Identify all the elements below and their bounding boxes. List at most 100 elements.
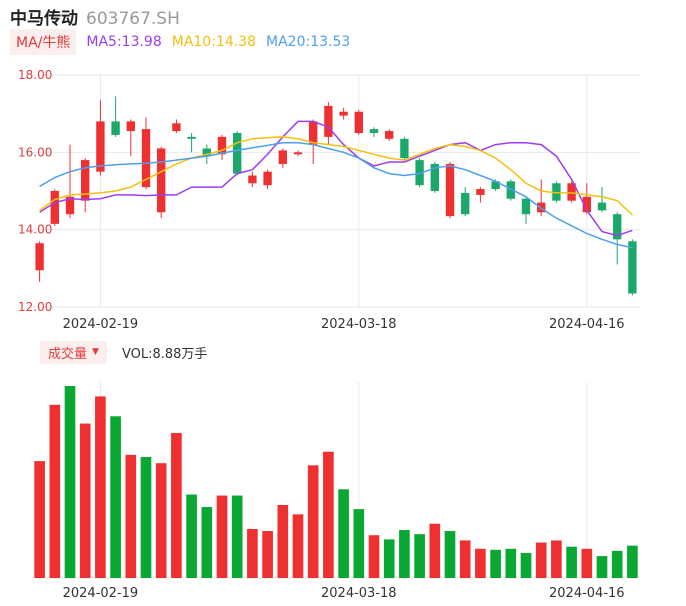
ma5-label: MA5:13.98 — [86, 34, 162, 50]
candle-body — [582, 196, 591, 213]
x-tick-label: 2024-03-18 — [321, 317, 397, 332]
volume-bar — [444, 531, 456, 578]
volume-bar — [34, 461, 45, 578]
volume-bar — [520, 552, 532, 578]
volume-bar — [186, 494, 197, 578]
volume-bar — [459, 540, 471, 578]
candle-body — [628, 241, 637, 294]
candle-body — [157, 148, 166, 213]
candle-body — [461, 192, 470, 215]
y-tick-label: 16.00 — [18, 145, 52, 159]
candle-body — [233, 133, 242, 174]
volume-bar — [231, 495, 243, 578]
volume-bar — [216, 495, 228, 578]
volume-bar — [277, 504, 289, 578]
volume-bar — [368, 535, 380, 578]
x-tick-label: 2024-02-19 — [63, 317, 139, 332]
volume-bar — [171, 432, 182, 578]
volume-bar — [383, 539, 395, 578]
y-tick-label: 14.00 — [18, 223, 52, 237]
candle-body — [65, 196, 75, 215]
volume-bar — [535, 542, 547, 578]
volume-bar — [292, 514, 304, 578]
candle-body — [81, 160, 90, 201]
volume-bar — [596, 556, 608, 578]
candle-body — [385, 131, 394, 139]
volume-bar — [490, 549, 501, 578]
x-tick-label: 2024-04-16 — [549, 317, 625, 332]
candle-body — [400, 138, 409, 159]
volume-bar — [110, 416, 121, 578]
volume-bar — [201, 507, 213, 578]
candle-body — [430, 163, 439, 191]
candle-body — [597, 202, 607, 211]
stock-code: 603767.SH — [86, 9, 180, 29]
candle-body — [445, 163, 455, 217]
candle-body — [552, 183, 561, 201]
candle-body — [476, 189, 485, 195]
candle-body — [50, 191, 59, 224]
candle-body — [309, 121, 318, 145]
candle-body — [35, 243, 44, 271]
volume-bar — [49, 404, 61, 578]
ma-line-ma10 — [39, 136, 633, 216]
volume-bar — [247, 528, 258, 578]
caret-down-icon: ▼ — [92, 347, 99, 357]
candle-body — [187, 136, 196, 139]
candle-body — [217, 136, 227, 155]
volume-bar — [505, 548, 517, 578]
volume-bar — [475, 548, 486, 578]
ma-toggle-button[interactable]: MA/牛熊 — [10, 29, 77, 55]
volume-toggle-label: 成交量 — [48, 346, 88, 362]
ma-line-ma20 — [39, 141, 633, 249]
volume-bar — [551, 540, 562, 578]
y-tick-label: 12.00 — [18, 300, 52, 314]
candle-body — [415, 160, 424, 186]
volume-bar — [414, 534, 425, 578]
volume-bar — [627, 545, 638, 578]
y-tick-label: 18.00 — [18, 68, 52, 82]
volume-bar — [307, 465, 319, 578]
volume-bar — [140, 456, 152, 578]
candle-body — [537, 202, 546, 213]
volume-bar — [353, 509, 365, 578]
ma10-label: MA10:14.38 — [171, 34, 257, 50]
candle-body — [172, 123, 181, 132]
candle-body — [369, 129, 379, 133]
candle-body — [126, 121, 135, 132]
candle-body — [141, 129, 151, 188]
volume-bar — [155, 463, 167, 578]
ma-legend: MA/牛熊 MA5:13.98 MA10:14.38 MA20:13.53 — [10, 29, 351, 55]
volume-bar — [566, 546, 577, 578]
ma20-label: MA20:13.53 — [266, 34, 351, 50]
volume-bar — [399, 530, 410, 578]
x-tick-label: 2024-04-16 — [549, 586, 625, 601]
candle-body — [278, 150, 287, 164]
volume-bar — [611, 550, 623, 578]
x-tick-label: 2024-03-18 — [321, 586, 397, 601]
candle-body — [567, 183, 576, 201]
candle-body — [506, 181, 515, 199]
candle-body — [354, 111, 363, 133]
stock-name: 中马传动 — [10, 9, 78, 29]
volume-bar — [429, 523, 441, 578]
volume-bar — [338, 489, 349, 578]
candle-body — [324, 105, 333, 137]
candle-body — [339, 111, 348, 116]
candle-body — [613, 214, 622, 240]
volume-legend: 成交量 ▼ VOL:8.88万手 — [40, 340, 207, 364]
volume-bar — [79, 423, 91, 578]
candle-body — [521, 198, 531, 215]
candle-body — [263, 171, 272, 186]
volume-toggle-button[interactable]: 成交量 ▼ — [40, 340, 107, 364]
candle-body — [202, 148, 211, 157]
volume-bar — [64, 386, 76, 578]
candle-body — [248, 175, 257, 184]
x-tick-label: 2024-02-19 — [63, 586, 139, 601]
candle-body — [111, 121, 120, 135]
volume-bar — [262, 531, 273, 578]
volume-bar — [125, 454, 137, 578]
ma-line-ma5 — [39, 120, 633, 237]
candle-body — [491, 181, 500, 190]
